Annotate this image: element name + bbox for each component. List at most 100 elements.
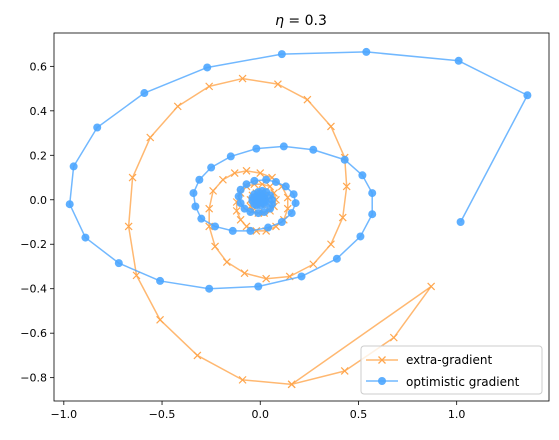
x-tick-label: −1.0 [50, 408, 77, 421]
y-tick-label: −0.8 [20, 372, 47, 385]
point-optimistic-gradient [362, 47, 371, 56]
x-tick-label: 0.5 [350, 408, 368, 421]
point-extra-gradient [211, 242, 219, 251]
point-extra-gradient [193, 351, 202, 360]
x-tick-label: 0.0 [252, 408, 270, 421]
legend-optimistic-gradient-label: optimistic gradient [406, 375, 520, 389]
point-extra-gradient [427, 282, 436, 291]
point-optimistic-gradient [260, 207, 269, 216]
point-extra-gradient [340, 367, 349, 375]
x-tick-label: −0.5 [149, 408, 176, 421]
point-optimistic-gradient [211, 222, 220, 231]
point-optimistic-gradient [207, 163, 216, 172]
point-extra-gradient [128, 173, 137, 182]
point-optimistic-gradient [271, 177, 280, 186]
point-extra-gradient [222, 258, 231, 266]
point-optimistic-gradient [197, 214, 206, 223]
point-extra-gradient [238, 74, 247, 83]
chart-title-rest: = 0.3 [284, 13, 327, 29]
point-optimistic-gradient [454, 56, 463, 65]
point-extra-gradient [132, 271, 141, 280]
point-extra-gradient [146, 133, 155, 142]
point-extra-gradient [389, 333, 398, 342]
point-optimistic-gradient [456, 218, 465, 227]
point-extra-gradient [209, 186, 218, 195]
point-optimistic-gradient [523, 91, 532, 100]
point-extra-gradient [219, 175, 227, 184]
point-optimistic-gradient [226, 152, 235, 161]
y-tick-label: −0.4 [20, 283, 47, 296]
chart-title: η = 0.3 [275, 13, 327, 29]
point-optimistic-gradient [234, 192, 243, 201]
point-optimistic-gradient [252, 144, 261, 153]
point-optimistic-gradient [93, 123, 102, 132]
point-extra-gradient [156, 315, 164, 324]
y-tick-label: −0.2 [20, 238, 47, 251]
legend-box [360, 345, 543, 395]
point-optimistic-gradient [195, 175, 204, 184]
point-optimistic-gradient [368, 210, 377, 219]
legend-optimistic-gradient-marker [378, 377, 386, 385]
point-optimistic-gradient [277, 218, 286, 227]
point-extra-gradient [238, 375, 247, 384]
point-optimistic-gradient [277, 50, 286, 59]
x-tick-label: 1.0 [448, 408, 466, 421]
point-extra-gradient [338, 213, 347, 222]
point-optimistic-gradient [140, 89, 149, 98]
point-extra-gradient [309, 260, 318, 269]
point-optimistic-gradient [257, 195, 266, 204]
y-tick-label: −0.6 [20, 327, 47, 340]
point-optimistic-gradient [262, 175, 271, 184]
point-optimistic-gradient [246, 226, 255, 235]
point-extra-gradient [242, 166, 251, 175]
point-extra-gradient [327, 122, 335, 131]
legend: extra-gradient optimistic gradient [360, 345, 543, 395]
point-optimistic-gradient [332, 254, 341, 263]
point-optimistic-gradient [65, 200, 74, 209]
point-optimistic-gradient [368, 189, 377, 198]
point-optimistic-gradient [264, 223, 273, 232]
point-optimistic-gradient [81, 233, 90, 242]
point-optimistic-gradient [291, 199, 300, 208]
y-tick-label: 0.4 [30, 105, 48, 118]
point-optimistic-gradient [358, 171, 367, 180]
point-optimistic-gradient [287, 209, 296, 218]
point-optimistic-gradient [250, 176, 259, 185]
point-optimistic-gradient [279, 142, 288, 151]
series-line-optimistic-gradient [68, 51, 529, 290]
point-extra-gradient [230, 169, 239, 178]
legend-extra-gradient-label: extra-gradient [406, 353, 492, 367]
y-tick-label: 0.6 [30, 60, 48, 73]
point-optimistic-gradient [356, 232, 365, 241]
point-extra-gradient [236, 215, 245, 224]
point-extra-gradient [240, 269, 249, 278]
point-extra-gradient [303, 95, 312, 104]
point-optimistic-gradient [297, 272, 306, 281]
point-optimistic-gradient [240, 204, 249, 213]
point-optimistic-gradient [205, 284, 214, 293]
point-optimistic-gradient [156, 276, 165, 285]
point-optimistic-gradient [236, 185, 245, 194]
chart-title-symbol: η [275, 13, 284, 29]
point-optimistic-gradient [114, 259, 123, 268]
y-tick-label: 0.2 [30, 149, 48, 162]
point-extra-gradient [124, 222, 133, 231]
point-extra-gradient [205, 204, 214, 213]
point-extra-gradient [287, 380, 296, 389]
point-extra-gradient [262, 274, 271, 283]
point-extra-gradient [274, 80, 282, 89]
point-optimistic-gradient [228, 226, 237, 235]
point-extra-gradient [252, 226, 261, 235]
series-line-extra-gradient [127, 77, 432, 386]
series-extra-gradient [124, 74, 436, 389]
point-optimistic-gradient [340, 155, 349, 164]
point-optimistic-gradient [236, 199, 245, 208]
point-optimistic-gradient [309, 145, 318, 154]
point-extra-gradient [256, 169, 265, 178]
point-optimistic-gradient [254, 282, 263, 291]
point-extra-gradient [232, 206, 241, 215]
series-optimistic-gradient [65, 47, 532, 293]
point-extra-gradient [173, 102, 182, 111]
